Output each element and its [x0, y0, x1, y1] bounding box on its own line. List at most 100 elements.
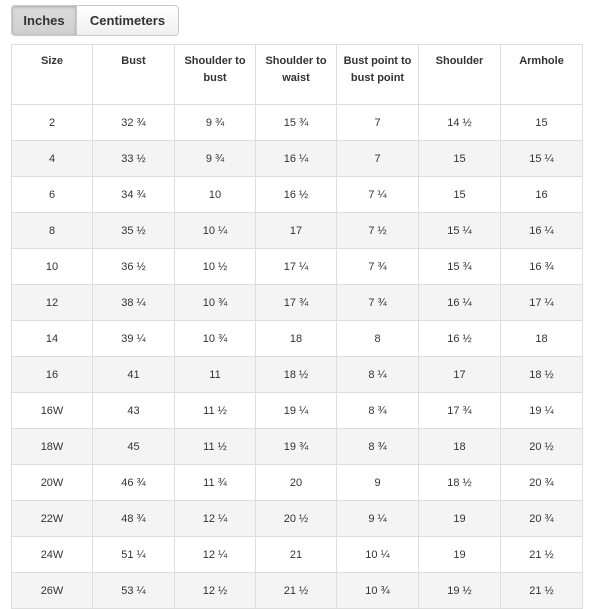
cell-armhole: 20 ¾ — [500, 464, 583, 501]
cell-size: 12 — [11, 284, 93, 321]
cell-armhole: 15 — [500, 104, 583, 141]
cell-size: 16 — [11, 356, 93, 393]
cell-shoulder-to-bust: 11 — [174, 356, 256, 393]
cell-shoulder-to-waist: 17 ¾ — [255, 284, 337, 321]
cell-shoulder-to-bust: 10 ¾ — [174, 320, 256, 357]
cell-bust-point: 8 — [336, 320, 419, 357]
cell-size: 10 — [11, 248, 93, 285]
cell-bust: 53 ¼ — [92, 572, 175, 609]
cell-armhole: 21 ½ — [500, 536, 583, 573]
cell-shoulder-to-waist: 18 — [255, 320, 337, 357]
cell-bust: 33 ½ — [92, 140, 175, 177]
cell-bust: 48 ¾ — [92, 500, 175, 537]
cell-size: 18W — [11, 428, 93, 465]
cell-shoulder-to-waist: 17 — [255, 212, 337, 249]
cell-shoulder-to-waist: 21 — [255, 536, 337, 573]
cell-armhole: 18 — [500, 320, 583, 357]
cell-shoulder-to-waist: 19 ¼ — [255, 392, 337, 429]
cell-bust-point: 9 — [336, 464, 419, 501]
cell-bust-point: 7 ½ — [336, 212, 419, 249]
cell-size: 8 — [11, 212, 93, 249]
cell-shoulder-to-waist: 17 ¼ — [255, 248, 337, 285]
column-header-size: Size — [11, 44, 93, 105]
cell-bust-point: 7 — [336, 104, 419, 141]
cell-bust: 51 ¼ — [92, 536, 175, 573]
cell-size: 22W — [11, 500, 93, 537]
cell-bust: 36 ½ — [92, 248, 175, 285]
cell-shoulder-to-waist: 19 ¾ — [255, 428, 337, 465]
cell-bust: 32 ¾ — [92, 104, 175, 141]
cell-shoulder-to-bust: 12 ¼ — [174, 536, 256, 573]
cell-shoulder-to-bust: 9 ¾ — [174, 140, 256, 177]
cell-shoulder: 18 ½ — [418, 464, 501, 501]
cell-shoulder-to-waist: 20 — [255, 464, 337, 501]
column-header-bust-point: Bust point to bust point — [336, 44, 419, 105]
cell-bust-point: 9 ¼ — [336, 500, 419, 537]
cell-size: 14 — [11, 320, 93, 357]
cell-shoulder: 16 ½ — [418, 320, 501, 357]
cell-armhole: 16 ¼ — [500, 212, 583, 249]
tab-inches[interactable]: Inches — [12, 6, 77, 35]
column-header-shoulder-to-bust: Shoulder to bust — [174, 44, 256, 105]
cell-shoulder-to-waist: 16 ¼ — [255, 140, 337, 177]
cell-armhole: 21 ½ — [500, 572, 583, 609]
cell-shoulder: 18 — [418, 428, 501, 465]
unit-toggle: Inches Centimeters — [11, 5, 179, 36]
cell-armhole: 20 ¾ — [500, 500, 583, 537]
column-header-armhole: Armhole — [500, 44, 583, 105]
cell-bust-point: 8 ¼ — [336, 356, 419, 393]
cell-shoulder-to-waist: 21 ½ — [255, 572, 337, 609]
cell-shoulder: 16 ¼ — [418, 284, 501, 321]
cell-armhole: 20 ½ — [500, 428, 583, 465]
cell-size: 24W — [11, 536, 93, 573]
cell-shoulder: 14 ½ — [418, 104, 501, 141]
cell-bust: 34 ¾ — [92, 176, 175, 213]
cell-bust: 35 ½ — [92, 212, 175, 249]
cell-size: 26W — [11, 572, 93, 609]
column-header-bust: Bust — [92, 44, 175, 105]
table-row: 8 35 ½ 10 ¼ 17 7 ½ 15 ¼ 16 ¼ — [11, 212, 583, 249]
cell-armhole: 17 ¼ — [500, 284, 583, 321]
cell-bust-point: 8 ¾ — [336, 428, 419, 465]
cell-shoulder: 15 — [418, 176, 501, 213]
cell-bust-point: 7 ¾ — [336, 284, 419, 321]
cell-shoulder-to-bust: 11 ½ — [174, 428, 256, 465]
cell-bust: 45 — [92, 428, 175, 465]
cell-armhole: 16 — [500, 176, 583, 213]
cell-bust: 39 ¼ — [92, 320, 175, 357]
cell-armhole: 16 ¾ — [500, 248, 583, 285]
cell-shoulder-to-bust: 10 ¾ — [174, 284, 256, 321]
cell-bust-point: 7 ¾ — [336, 248, 419, 285]
cell-shoulder: 19 — [418, 536, 501, 573]
cell-shoulder: 15 ¼ — [418, 212, 501, 249]
cell-shoulder-to-waist: 18 ½ — [255, 356, 337, 393]
tab-centimeters[interactable]: Centimeters — [77, 6, 178, 35]
cell-bust: 43 — [92, 392, 175, 429]
table-row: 26W 53 ¼ 12 ½ 21 ½ 10 ¾ 19 ½ 21 ½ — [11, 572, 583, 609]
cell-shoulder-to-waist: 20 ½ — [255, 500, 337, 537]
cell-bust-point: 8 ¾ — [336, 392, 419, 429]
cell-shoulder-to-bust: 10 ½ — [174, 248, 256, 285]
cell-shoulder-to-bust: 10 ¼ — [174, 212, 256, 249]
cell-armhole: 15 ¼ — [500, 140, 583, 177]
size-chart-table: Size Bust Shoulder to bust Shoulder to w… — [11, 44, 583, 609]
cell-armhole: 18 ½ — [500, 356, 583, 393]
cell-size: 6 — [11, 176, 93, 213]
cell-shoulder-to-bust: 11 ½ — [174, 392, 256, 429]
cell-shoulder-to-waist: 15 ¾ — [255, 104, 337, 141]
cell-bust-point: 10 ¼ — [336, 536, 419, 573]
table-row: 14 39 ¼ 10 ¾ 18 8 16 ½ 18 — [11, 320, 583, 357]
column-header-shoulder-to-waist: Shoulder to waist — [255, 44, 337, 105]
cell-armhole: 19 ¼ — [500, 392, 583, 429]
cell-shoulder-to-bust: 12 ½ — [174, 572, 256, 609]
cell-shoulder: 15 — [418, 140, 501, 177]
cell-bust-point: 7 ¼ — [336, 176, 419, 213]
